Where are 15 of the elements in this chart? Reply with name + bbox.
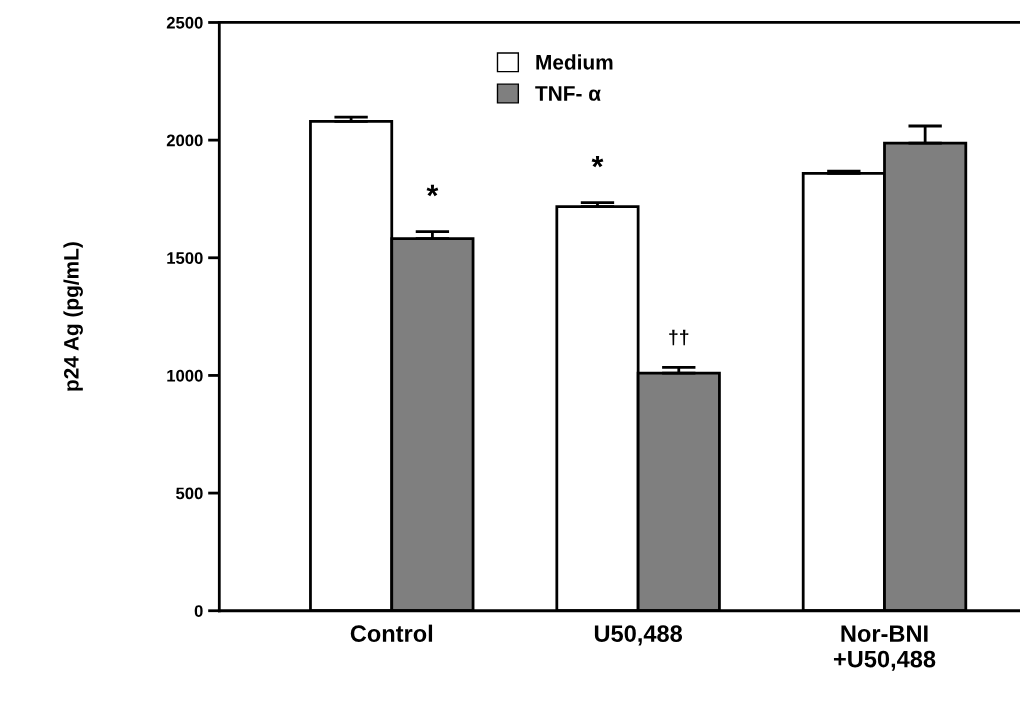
legend-label: TNF- α — [535, 86, 601, 101]
x-tick-label: Control — [350, 624, 433, 642]
y-tick-label: 500 — [176, 487, 203, 500]
y-axis-title: p24 Ag (pg/mL) — [63, 242, 83, 391]
annotation: * — [426, 184, 439, 197]
y-tick-label: 2500 — [166, 16, 203, 29]
y-tick-label: 1500 — [167, 252, 203, 264]
annotation: †† — [669, 329, 689, 346]
x-tick-label: Nor-BNI +U50,488 — [833, 625, 936, 671]
y-tick-label: 0 — [194, 605, 203, 617]
legend-label: Medium — [536, 54, 613, 70]
annotation: * — [591, 155, 604, 168]
y-tick-label: 2000 — [166, 134, 203, 147]
x-tick-label: U50,488 — [594, 625, 683, 646]
y-tick-label: 1000 — [167, 369, 203, 382]
